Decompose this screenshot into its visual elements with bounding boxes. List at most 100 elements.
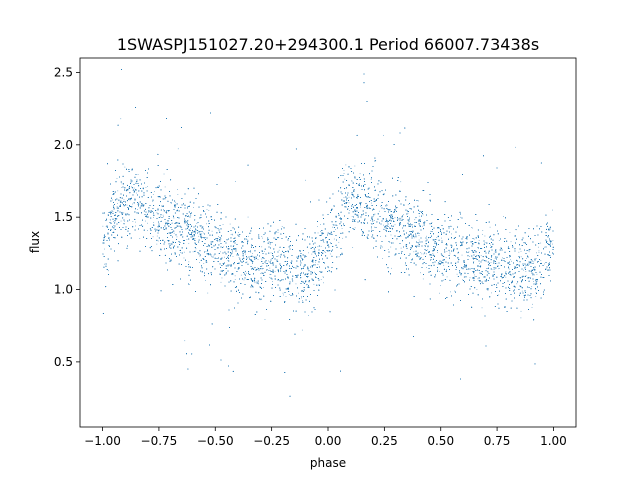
data-point [277,232,279,233]
data-point [468,256,470,257]
data-point [281,226,283,227]
data-point [304,282,306,283]
data-point [105,226,107,227]
data-point [354,165,356,167]
data-point [460,216,462,218]
data-point [391,267,392,269]
data-point [535,266,536,268]
data-point [199,262,200,263]
data-point [419,220,421,221]
data-point [205,251,207,252]
data-point [420,252,422,253]
data-point [469,277,471,279]
data-point [421,253,423,255]
data-point [344,178,346,180]
data-point [394,217,396,219]
data-point [457,252,459,254]
data-point [253,268,255,270]
data-point [231,233,233,235]
data-point [535,258,537,260]
data-point [238,257,240,258]
data-point [437,263,439,265]
data-point [216,247,218,249]
data-point [478,240,480,241]
data-point [132,203,133,205]
data-point [523,269,524,271]
data-point [317,232,319,234]
data-point [528,251,530,253]
data-point [443,264,445,266]
data-point [335,229,336,230]
data-point [442,279,444,281]
chart-title: 1SWASPJ151027.20+294300.1 Period 66007.7… [117,35,539,54]
data-point [484,242,486,243]
data-point [124,220,126,222]
data-point [408,225,410,226]
data-point [450,291,451,293]
data-point [193,207,194,208]
data-point [135,221,136,223]
data-point [442,255,444,257]
data-point [173,232,175,234]
data-point [490,244,491,246]
data-point [205,236,206,238]
data-point [409,234,411,235]
data-point [482,230,484,232]
data-point [245,271,246,272]
data-point [538,250,540,252]
data-point [511,260,512,262]
data-point [288,294,290,295]
data-point [354,219,356,220]
data-point [258,283,259,285]
data-point [520,256,522,258]
data-point [494,258,496,259]
data-point [102,225,104,227]
data-point [323,277,324,278]
data-point [402,227,403,229]
data-point [153,217,154,218]
data-point [112,211,114,213]
data-point [317,246,319,248]
data-point [265,263,267,264]
data-point [320,245,322,247]
data-point [437,269,439,271]
data-point [298,298,300,300]
data-point [160,216,161,218]
data-point [269,267,271,269]
data-point [510,241,512,243]
data-point [272,281,273,283]
data-point [375,189,376,191]
data-point [263,287,264,288]
data-point [545,235,547,236]
data-point [318,245,320,247]
data-point [461,254,463,256]
data-point [163,216,164,218]
data-point [383,134,384,136]
data-point [194,238,196,239]
data-point [138,202,139,204]
data-point [456,273,458,275]
data-point [154,191,155,193]
data-point [261,258,263,260]
data-point [471,227,472,228]
data-point [103,235,105,237]
data-point [409,217,410,218]
data-point [432,253,434,254]
data-point [317,226,318,227]
data-point [121,183,123,185]
data-point [247,216,249,218]
data-point [333,238,335,240]
data-point [533,261,535,263]
data-point [190,215,192,217]
data-point [211,230,213,232]
data-point [174,201,176,203]
data-point [441,237,442,239]
data-point [359,220,360,221]
data-point [176,236,178,238]
data-point [422,225,423,227]
data-point [424,245,425,247]
data-point [482,233,483,235]
data-point [295,283,297,285]
data-point [180,252,181,253]
